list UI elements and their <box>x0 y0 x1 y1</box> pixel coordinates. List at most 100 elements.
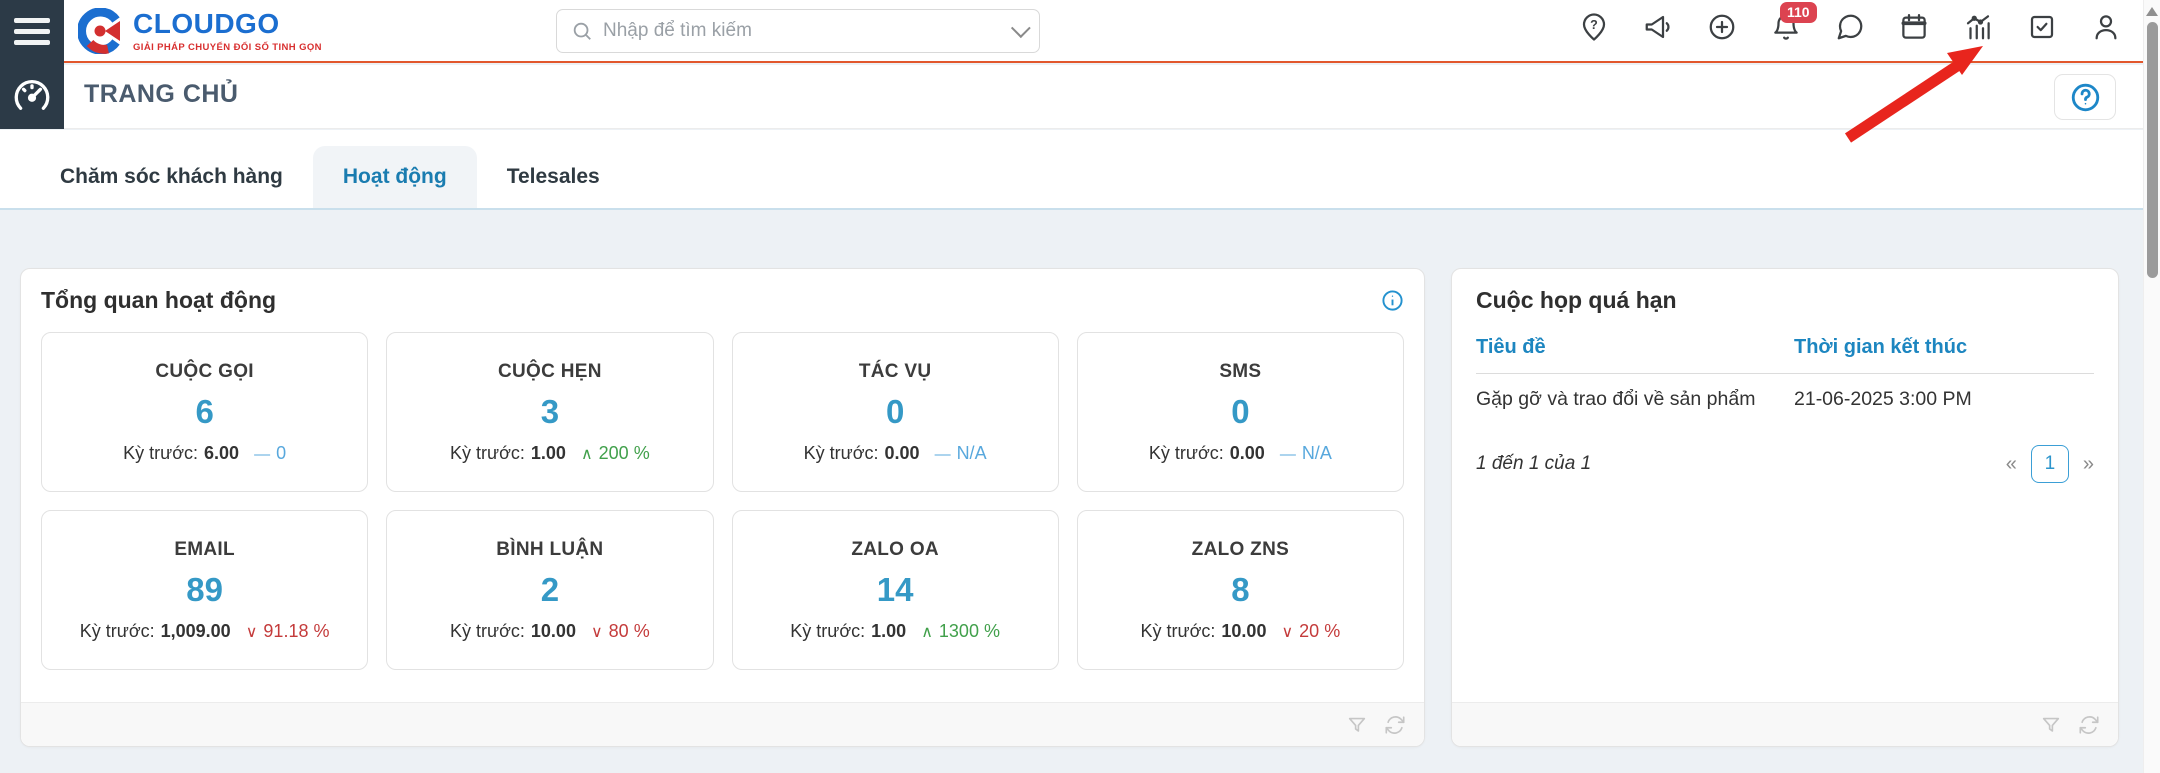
tile-previous: Kỳ trước: 0.00 — N/A <box>1148 442 1332 463</box>
dash-icon: — <box>934 445 951 463</box>
tile-tac-vu[interactable]: TÁC VỤ 0 Kỳ trước: 0.00 — N/A <box>731 332 1059 492</box>
tile-value: 2 <box>540 570 560 608</box>
tab-hoat-dong[interactable]: Hoạt động <box>312 146 477 208</box>
info-icon[interactable] <box>1381 289 1404 312</box>
overdue-meetings-title: Cuộc họp quá hạn <box>1476 287 1677 313</box>
trend-up: ∧ 200 % <box>580 442 650 463</box>
page-title: TRANG CHỦ <box>84 80 239 108</box>
tile-binh-luan[interactable]: BÌNH LUẬN 2 Kỳ trước: 10.00 ∨ 80 % <box>386 510 714 670</box>
top-bar: CLOUDGO GIẢI PHÁP CHUYỂN ĐỔI SỐ TINH GỌN… <box>0 0 2160 63</box>
tile-label: SMS <box>1219 360 1262 382</box>
tab-cham-soc-khach-hang[interactable]: Chăm sóc khách hàng <box>60 165 283 188</box>
pagination-page-1[interactable]: 1 <box>2030 445 2069 483</box>
tile-sms[interactable]: SMS 0 Kỳ trước: 0.00 — N/A <box>1076 332 1404 492</box>
overdue-meetings-card: Cuộc họp quá hạn Tiêu đề Thời gian kết t… <box>1451 268 2119 747</box>
calendar-icon[interactable] <box>1899 12 1929 42</box>
tile-previous: Kỳ trước: 10.00 ∨ 80 % <box>450 620 650 641</box>
trend-neutral: — N/A <box>934 442 987 463</box>
svg-text:?: ? <box>1590 18 1598 32</box>
logo-name: CLOUDGO <box>133 7 280 39</box>
page-header: TRANG CHỦ <box>0 65 2160 129</box>
tile-zalo-oa[interactable]: ZALO OA 14 Kỳ trước: 1.00 ∧ 1300 % <box>731 510 1059 670</box>
tile-previous: Kỳ trước: 1.00 ∧ 1300 % <box>790 620 1000 641</box>
dashboard-gauge-icon[interactable] <box>0 63 64 129</box>
scrollbar-thumb[interactable] <box>2147 22 2158 278</box>
tile-value: 6 <box>195 392 214 430</box>
check-square-icon[interactable] <box>2027 12 2057 42</box>
tile-value: 89 <box>186 570 223 608</box>
search-icon <box>573 22 591 40</box>
caret-down-icon: ∨ <box>1281 623 1294 641</box>
trend-down: ∨ 91.18 % <box>245 620 330 641</box>
tile-label: CUỘC HẸN <box>498 360 602 382</box>
plus-circle-icon[interactable] <box>1707 12 1737 42</box>
notification-badge: 110 <box>1780 2 1817 23</box>
tab-bar: Chăm sóc khách hàng Hoạt động Telesales <box>0 130 2160 210</box>
tile-label: CUỘC GỌI <box>155 360 254 382</box>
trend-down: ∨ 80 % <box>590 620 650 641</box>
tile-label: TÁC VỤ <box>858 360 932 382</box>
column-header-end-time[interactable]: Thời gian kết thúc <box>1794 336 1968 358</box>
cloudgo-logo[interactable]: CLOUDGO GIẢI PHÁP CHUYỂN ĐỔI SỐ TINH GỌN <box>78 8 322 54</box>
main-content: Tổng quan hoạt động CUỘC GỌI 6 Kỳ trước:… <box>0 212 2143 773</box>
trend-neutral: — N/A <box>1279 442 1332 463</box>
meeting-end-time-cell: 21-06-2025 3:00 PM <box>1794 388 1972 410</box>
trend-down: ∨ 20 % <box>1281 620 1341 641</box>
tile-value: 3 <box>540 392 560 430</box>
caret-up-icon: ∧ <box>580 445 593 463</box>
tile-label: ZALO ZNS <box>1191 538 1290 560</box>
caret-up-icon: ∧ <box>921 623 933 641</box>
tile-previous: Kỳ trước: 0.00 — N/A <box>803 442 987 463</box>
card-footer <box>21 702 1424 746</box>
filter-icon[interactable] <box>2040 714 2062 736</box>
user-profile-icon[interactable] <box>2091 12 2121 42</box>
help-circle-icon <box>2071 83 2099 111</box>
tile-email[interactable]: EMAIL 89 Kỳ trước: 1,009.00 ∨ 91.18 % <box>41 510 369 670</box>
chat-icon[interactable] <box>1835 12 1865 42</box>
scrollbar-up-arrow[interactable] <box>2146 7 2158 16</box>
metric-tiles-grid: CUỘC GỌI 6 Kỳ trước: 6.00 —0 CUỘC HẸN 3 K… <box>41 332 1404 670</box>
notifications-bell-icon[interactable]: 110 <box>1771 2 1817 42</box>
hamburger-menu-icon[interactable] <box>0 0 64 63</box>
map-pin-question-icon[interactable]: ? <box>1579 12 1609 42</box>
card-footer <box>1452 702 2118 746</box>
tile-label: BÌNH LUẬN <box>496 538 604 560</box>
pagination-next-button[interactable]: » <box>2082 452 2094 475</box>
tile-value: 0 <box>1231 392 1250 430</box>
tile-label: ZALO OA <box>851 538 939 560</box>
tile-value: 0 <box>885 392 905 430</box>
global-search[interactable] <box>556 9 1040 53</box>
activity-overview-title: Tổng quan hoạt động <box>41 287 277 313</box>
table-summary-row: 1 đến 1 của 1 « 1 » <box>1476 445 2094 483</box>
tile-previous: Kỳ trước: 1,009.00 ∨ 91.18 % <box>79 620 330 641</box>
pagination-prev-button[interactable]: « <box>2005 452 2017 475</box>
meetings-table-header: Tiêu đề Thời gian kết thúc <box>1476 336 2094 374</box>
cloudgo-logo-icon <box>78 8 120 54</box>
megaphone-icon[interactable] <box>1643 12 1673 42</box>
refresh-icon[interactable] <box>2078 714 2100 736</box>
tile-value: 14 <box>876 570 914 608</box>
meetings-table: Tiêu đề Thời gian kết thúc Gặp gỡ và tra… <box>1476 336 2094 425</box>
tile-previous: Kỳ trước: 6.00 —0 <box>123 442 287 463</box>
refresh-icon[interactable] <box>1384 714 1406 736</box>
column-header-title[interactable]: Tiêu đề <box>1476 336 1546 358</box>
tile-label: EMAIL <box>174 538 235 560</box>
help-button[interactable] <box>2054 74 2116 120</box>
tile-value: 8 <box>1231 570 1250 608</box>
tab-telesales[interactable]: Telesales <box>506 165 600 188</box>
tile-zalo-zns[interactable]: ZALO ZNS 8 Kỳ trước: 10.00 ∨ 20 % <box>1076 510 1404 670</box>
tile-cuoc-hen[interactable]: CUỘC HẸN 3 Kỳ trước: 1.00 ∧ 200 % <box>386 332 714 492</box>
tile-previous: Kỳ trước: 10.00 ∨ 20 % <box>1140 620 1341 641</box>
analytics-chart-icon[interactable] <box>1963 12 1993 42</box>
activity-overview-card: Tổng quan hoạt động CUỘC GỌI 6 Kỳ trước:… <box>20 268 1425 747</box>
vertical-scrollbar[interactable] <box>2143 0 2160 773</box>
filter-icon[interactable] <box>1346 714 1368 736</box>
chevron-down-icon[interactable] <box>1010 18 1031 39</box>
search-input[interactable] <box>603 20 1011 42</box>
caret-down-icon: ∨ <box>245 623 258 641</box>
pagination: « 1 » <box>2006 445 2094 483</box>
tile-previous: Kỳ trước: 1.00 ∧ 200 % <box>450 442 650 463</box>
caret-down-icon: ∨ <box>590 623 603 641</box>
table-row[interactable]: Gặp gỡ và trao đổi về sản phẩm 21-06-202… <box>1476 374 2094 425</box>
tile-cuoc-goi[interactable]: CUỘC GỌI 6 Kỳ trước: 6.00 —0 <box>41 332 369 492</box>
